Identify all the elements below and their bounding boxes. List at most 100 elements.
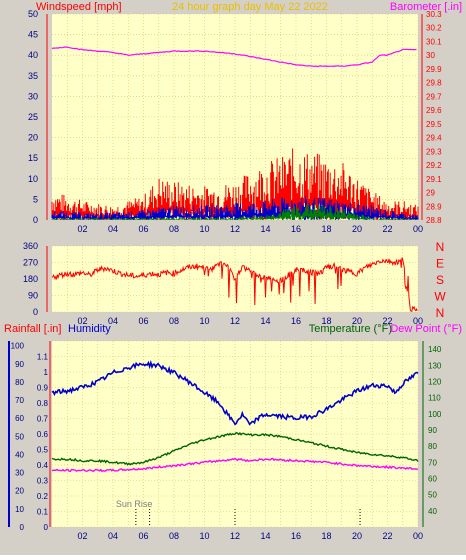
barometer-ytick-label: 30 <box>426 51 435 60</box>
temperature-line <box>51 431 419 466</box>
sunrise-label: Sun Rise <box>116 499 153 509</box>
direction-xtick-label: 18 <box>321 316 331 326</box>
humidity-ytick-label: 40 <box>15 450 24 459</box>
rain-temp-xtick-label: 04 <box>108 531 118 541</box>
barometer-ytick-label: 29.4 <box>426 134 442 143</box>
temperature-ytick-label: 130 <box>428 361 442 370</box>
humidity-ytick-label: 10 <box>15 505 24 514</box>
rainfall-ytick-label: 0 <box>44 523 49 532</box>
barometer-line <box>51 46 417 68</box>
direction-ytick-label: 360 <box>23 241 38 251</box>
humidity-ytick-label: 70 <box>15 396 24 405</box>
wind-xtick-label: 20 <box>352 224 362 234</box>
wind-ytick-label: 5 <box>33 194 38 204</box>
wind-ytick-label: 45 <box>28 30 38 40</box>
rain-temp-xtick-label: 06 <box>138 531 148 541</box>
direction-xtick-label: 22 <box>382 316 392 326</box>
dewpoint-axis-title: Dew Point (°F) <box>390 323 462 335</box>
humidity-axis-title: Humidity <box>68 323 111 335</box>
direction-xtick-label: 02 <box>77 316 87 326</box>
temperature-ytick-label: 120 <box>428 377 442 386</box>
direction-xtick-label: 04 <box>108 316 118 326</box>
wind-axis-title: Windspeed [mph] <box>36 1 122 13</box>
humidity-ytick-label: 30 <box>15 469 24 478</box>
temperature-axis-title: Temperature (°F) <box>309 323 392 335</box>
rainfall-ytick-label: 0.1 <box>37 508 49 517</box>
dewpoint-line <box>51 457 419 473</box>
direction-xtick-label: 10 <box>199 316 209 326</box>
humidity-ytick-label: 90 <box>15 360 24 369</box>
temperature-ytick-label: 50 <box>428 491 437 500</box>
wind-xtick-label: 02 <box>77 224 87 234</box>
rain-temp-xtick-label: 02 <box>77 531 87 541</box>
temperature-ytick-label: 110 <box>428 394 441 403</box>
rain-temp-xtick-label: 22 <box>382 531 392 541</box>
wind-ytick-label: 30 <box>28 91 38 101</box>
wind-xtick-label: 08 <box>169 224 179 234</box>
direction-xtick-label: 16 <box>291 316 301 326</box>
humidity-ytick-label: 60 <box>15 414 24 423</box>
rain-temp-xtick-label: 16 <box>291 531 301 541</box>
wind-xtick-label: 10 <box>199 224 209 234</box>
barometer-ytick-label: 28.9 <box>426 202 442 211</box>
wind-xtick-label: 00 <box>413 224 423 234</box>
barometer-ytick-label: 30.2 <box>426 24 442 33</box>
direction-ytick-label: 270 <box>23 258 38 268</box>
barometer-ytick-label: 30.3 <box>426 10 442 19</box>
barometer-ytick-label: 29.7 <box>426 92 442 101</box>
barometer-ytick-label: 30.1 <box>426 37 442 46</box>
rainfall-ytick-label: 0.7 <box>37 415 49 424</box>
compass-label: N <box>436 306 445 320</box>
rainfall-ytick-label: 0.2 <box>37 492 49 501</box>
rainfall-ytick-label: 0.4 <box>37 461 49 470</box>
rain-temp-xtick-label: 10 <box>199 531 209 541</box>
wind-ytick-label: 35 <box>28 71 38 81</box>
temperature-ytick-label: 100 <box>428 410 442 419</box>
direction-xtick-label: 20 <box>352 316 362 326</box>
wind-xtick-label: 12 <box>230 224 240 234</box>
wind-direction-line <box>52 257 418 312</box>
barometer-ytick-label: 28.8 <box>426 216 442 225</box>
wind-low-series <box>51 203 419 220</box>
direction-xtick-label: 00 <box>413 316 423 326</box>
rainfall-ytick-label: 0.5 <box>37 446 49 455</box>
temperature-ytick-label: 140 <box>428 345 442 354</box>
barometer-axis-title: Barometer [.in] <box>390 1 462 13</box>
rain-temp-xtick-label: 20 <box>352 531 362 541</box>
wind-xtick-label: 16 <box>291 224 301 234</box>
wind-xtick-label: 18 <box>321 224 331 234</box>
rainfall-ytick-label: 0.3 <box>37 477 49 486</box>
barometer-ytick-label: 29.1 <box>426 175 442 184</box>
rain-temp-xtick-label: 14 <box>260 531 270 541</box>
rainfall-axis-title: Rainfall [.in] <box>4 323 61 335</box>
compass-label: W <box>434 290 446 304</box>
barometer-ytick-label: 29.6 <box>426 106 442 115</box>
wind-xtick-label: 14 <box>260 224 270 234</box>
wind-ytick-label: 0 <box>33 215 38 225</box>
humidity-ytick-label: 50 <box>15 432 24 441</box>
direction-xtick-label: 08 <box>169 316 179 326</box>
direction-ytick-label: 0 <box>33 307 38 317</box>
temperature-ytick-label: 70 <box>428 458 437 467</box>
temperature-ytick-label: 40 <box>428 507 437 516</box>
rain-temp-xtick-label: 18 <box>321 531 331 541</box>
wind-xtick-label: 22 <box>382 224 392 234</box>
rainfall-ytick-label: 1 <box>44 368 49 377</box>
rainfall-ytick-label: 0.8 <box>37 399 49 408</box>
graph-day-title: 24 hour graph day May 22 2022 <box>172 1 328 13</box>
rain-temp-panel: 0 0.1 0.2 0.3 0.4 0.5 0.6 0.7 0.8 0.9 1 1.1 0 10 20 30 4… <box>8 340 442 541</box>
direction-ytick-label: 180 <box>23 274 38 284</box>
direction-xtick-label: 06 <box>138 316 148 326</box>
rain-temp-xtick-label: 12 <box>230 531 240 541</box>
wind-ytick-label: 15 <box>28 153 38 163</box>
wind-xtick-label: 04 <box>108 224 118 234</box>
direction-xtick-label: 14 <box>260 316 270 326</box>
rainfall-ytick-label: 0.9 <box>37 384 49 393</box>
barometer-ytick-label: 29.8 <box>426 79 442 88</box>
barometer-ytick-label: 29.9 <box>426 65 442 74</box>
direction-ytick-label: 90 <box>28 291 38 301</box>
wind-panel: 0 5 10 15 20 25 30 35 40 45 50 28.8 28.9 29 29.1 29.2 29… <box>28 9 442 234</box>
